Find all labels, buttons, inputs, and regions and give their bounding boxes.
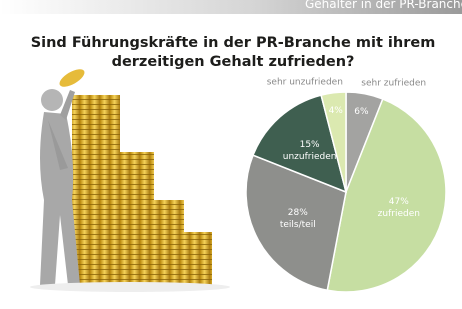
slice-label: unzufrieden (283, 152, 337, 162)
slice-label: teils/teil (280, 220, 316, 230)
value-label: 4% (329, 106, 344, 116)
slice-label: sehr unzufrieden (267, 77, 343, 87)
illustration (30, 66, 230, 292)
value-label: 47% (389, 197, 409, 207)
infographic: Gehälter in der PR-Branche 6%sehr zufrie… (0, 0, 462, 309)
slice-label: sehr zufrieden (361, 78, 426, 88)
chart-title: Sind Führungskräfte in der PR-Branche mi… (18, 34, 448, 72)
slice-label: zufrieden (378, 209, 420, 219)
value-label: 6% (354, 107, 369, 117)
value-label: 28% (288, 208, 308, 218)
value-label: 15% (300, 140, 320, 150)
